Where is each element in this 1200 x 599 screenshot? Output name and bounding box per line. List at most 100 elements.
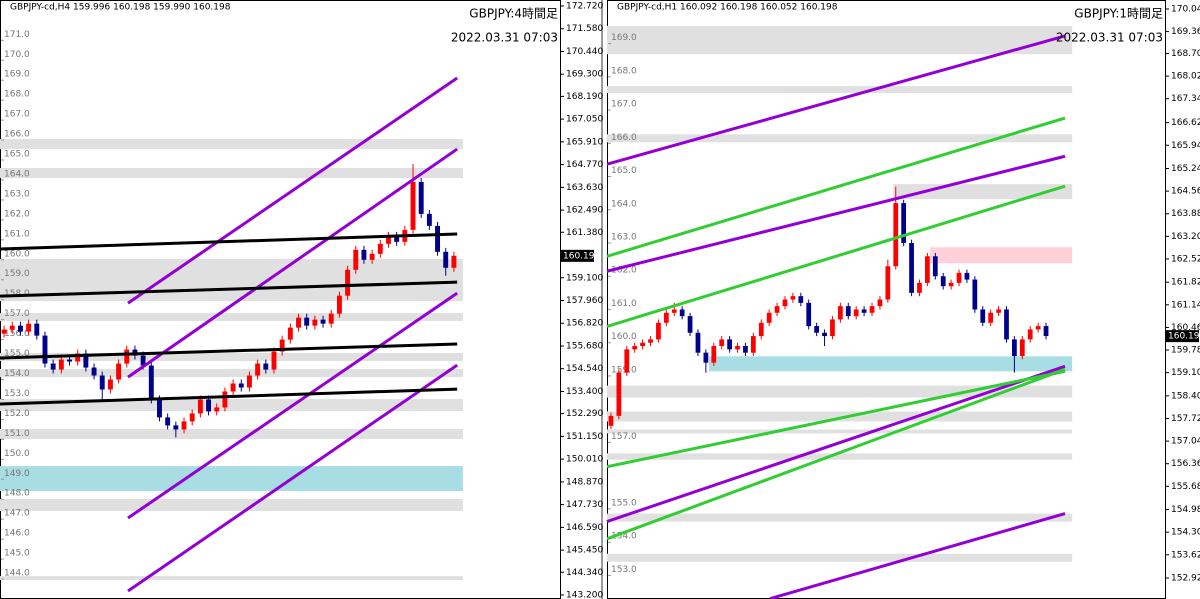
- inner-tick-label: 171.0: [4, 30, 30, 40]
- candle-body: [361, 249, 367, 260]
- candle-body: [679, 309, 685, 317]
- y-tick-label: 157.040: [1171, 437, 1200, 447]
- candle-body: [869, 306, 875, 313]
- y-tick-label: 167.050: [566, 115, 603, 125]
- candle-body: [377, 243, 383, 254]
- zone: [0, 168, 463, 178]
- candle-body: [67, 359, 72, 362]
- candle-body: [435, 225, 441, 252]
- candle-body: [735, 346, 740, 350]
- zone: [709, 356, 1073, 372]
- inner-tick-label: 160.0: [611, 332, 637, 342]
- zone: [607, 411, 1073, 422]
- candle-body: [925, 256, 930, 283]
- inner-tick-label: 166.0: [611, 133, 637, 143]
- zone: [0, 399, 463, 412]
- y-tick-label: 166.620: [1171, 118, 1200, 128]
- y-tick-label: 155.680: [1171, 482, 1200, 492]
- candle-body: [632, 346, 638, 350]
- y-tick-label: 163.200: [1171, 232, 1200, 242]
- y-tick-label: 163.630: [566, 183, 603, 193]
- candle-body: [296, 317, 301, 328]
- candle-body: [885, 266, 891, 300]
- zone: [929, 247, 1073, 264]
- candle-body: [774, 306, 780, 313]
- candle-body: [50, 363, 56, 370]
- candle-body: [353, 249, 359, 270]
- inner-tick-label: 150.0: [4, 449, 30, 459]
- inner-tick-label: 164.0: [4, 169, 30, 179]
- zone: [0, 352, 463, 361]
- candle-body: [956, 272, 962, 283]
- candle-body: [877, 299, 883, 307]
- candle-body: [9, 325, 15, 330]
- y-tick-label: 159.100: [566, 273, 603, 283]
- candle-body: [287, 327, 293, 340]
- candle-body: [663, 312, 669, 323]
- candle-body: [758, 322, 764, 337]
- symbol-header: GBPJPY-cd,H4 159.996 160.198 159.990 160…: [10, 3, 231, 13]
- channel-line: [127, 147, 459, 379]
- inner-tick-label: 155.0: [611, 498, 637, 508]
- candle-body: [42, 335, 48, 364]
- candle-body: [222, 391, 228, 408]
- candle-body: [940, 276, 946, 287]
- inner-tick-label: 153.0: [611, 565, 637, 575]
- candle-body: [320, 319, 326, 324]
- timestamp: 2022.03.31 07:03: [451, 31, 558, 45]
- y-tick-label: 156.820: [566, 319, 603, 329]
- y-tick-label: 168.700: [1171, 49, 1200, 59]
- y-tick-label: 146.590: [566, 523, 603, 533]
- zone: [607, 429, 1073, 434]
- candle-body: [703, 352, 709, 363]
- inner-tick-label: 168.0: [611, 66, 637, 76]
- inner-tick-label: 169.0: [611, 33, 637, 43]
- y-tick-label: 151.150: [566, 432, 603, 442]
- candle-body: [798, 296, 804, 303]
- candle-body: [394, 235, 400, 242]
- candle-body: [181, 421, 187, 430]
- candle-body: [719, 339, 725, 347]
- inner-tick-label: 159.0: [4, 269, 30, 279]
- candle-body: [640, 342, 645, 347]
- candle-body: [271, 351, 277, 370]
- candle-body: [830, 319, 835, 337]
- symbol-header: GBPJPY-cd,H1 160.092 160.198 160.052 160…: [617, 3, 838, 13]
- zone: [607, 25, 1073, 55]
- candle-body: [750, 336, 756, 353]
- last-price-label: 160.198: [1168, 332, 1200, 342]
- y-tick-label: 168.190: [566, 92, 603, 102]
- y-tick-label: 161.820: [1171, 278, 1200, 288]
- inner-tick-label: 163.0: [611, 232, 637, 242]
- inner-tick-label: 156.0: [4, 329, 30, 339]
- candle-body: [83, 353, 89, 368]
- channel-line: [606, 364, 1066, 523]
- candle-body: [917, 282, 922, 293]
- y-tick-label: 154.540: [566, 364, 603, 374]
- inner-tick-label: 167.0: [4, 110, 30, 120]
- candle-body: [197, 399, 203, 414]
- channel-line: [769, 512, 1066, 599]
- candle-body: [116, 363, 122, 380]
- candle-body: [996, 309, 1001, 313]
- y-tick-label: 159.100: [1171, 368, 1200, 378]
- zone: [0, 139, 463, 150]
- inner-tick-label: 166.0: [4, 130, 30, 140]
- candle-body: [608, 415, 614, 426]
- candle-body: [386, 235, 391, 244]
- y-tick-label: 161.380: [566, 228, 603, 238]
- candle-body: [988, 312, 994, 323]
- y-tick-label: 162.490: [566, 206, 603, 216]
- candle-body: [822, 332, 827, 337]
- inner-tick-label: 157.0: [611, 432, 637, 442]
- candle-body: [711, 346, 717, 363]
- candle-body: [1012, 339, 1017, 357]
- candle-body: [410, 181, 416, 230]
- inner-tick-label: 165.0: [4, 150, 30, 160]
- y-tick-label: 148.870: [566, 477, 603, 487]
- candle-body: [369, 253, 375, 260]
- channel-line: [127, 76, 459, 305]
- y-tick-label: 155.680: [566, 341, 603, 351]
- candle-body: [1, 329, 7, 334]
- candle-body: [671, 309, 677, 313]
